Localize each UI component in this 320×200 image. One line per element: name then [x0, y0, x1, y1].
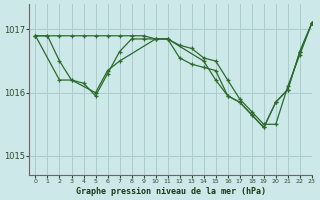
X-axis label: Graphe pression niveau de la mer (hPa): Graphe pression niveau de la mer (hPa) [76, 187, 266, 196]
